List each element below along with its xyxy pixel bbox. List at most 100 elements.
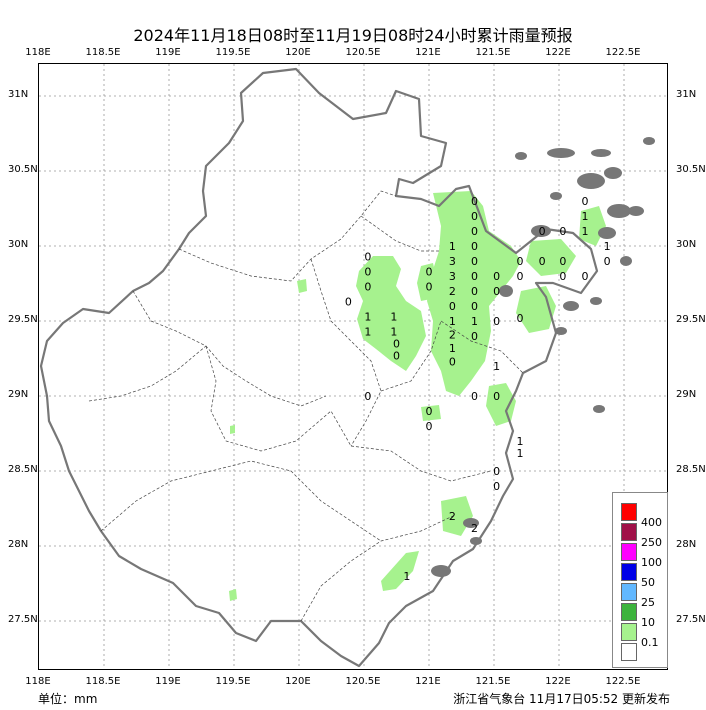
latitude-label: 28N (676, 539, 697, 550)
island (563, 301, 579, 311)
legend-label: 100 (641, 556, 662, 569)
station-value: 1 (582, 225, 589, 238)
station-value: 0 (471, 195, 478, 208)
island (577, 173, 605, 189)
longitude-label: 122E (545, 676, 571, 687)
rain-area (230, 425, 235, 434)
station-value: 0 (517, 270, 524, 283)
legend-swatch (621, 583, 637, 601)
island (628, 206, 644, 216)
station-value: 2 (449, 510, 456, 523)
station-value: 0 (471, 390, 478, 403)
station-value: 0 (364, 266, 371, 279)
station-value: 0 (539, 225, 546, 238)
county-boundary (350, 445, 492, 482)
legend-swatch (621, 543, 637, 561)
station-value: 0 (449, 300, 456, 313)
latitude-label: 30.5N (8, 164, 38, 175)
station-value: 0 (345, 296, 352, 309)
station-value: 1 (390, 326, 397, 339)
station-value: 0 (493, 465, 500, 478)
legend-label: 400 (641, 516, 662, 529)
legend-label: 10 (641, 616, 655, 629)
station-value: 0 (364, 390, 371, 403)
island (555, 327, 567, 335)
station-value: 0 (393, 338, 400, 351)
rain-area (427, 191, 521, 396)
latitude-label: 28.5N (8, 464, 38, 475)
latitude-label: 31N (8, 89, 29, 100)
county-boundary (132, 290, 327, 407)
legend-label: 25 (641, 596, 655, 609)
longitude-label: 120E (285, 47, 311, 58)
county-boundary (205, 345, 352, 452)
credit-label: 浙江省气象台 11月17日05:52 更新发布 (453, 692, 670, 706)
longitude-label: 122E (545, 47, 571, 58)
island (607, 204, 631, 218)
longitude-label: 120.5E (345, 47, 381, 58)
station-value: 3 (449, 270, 456, 283)
island (431, 565, 451, 577)
county-boundary (100, 460, 382, 542)
station-value: 0 (471, 240, 478, 253)
station-value: 0 (449, 356, 456, 369)
rain-area (417, 263, 437, 301)
county-boundary (440, 320, 524, 374)
longitude-label: 120.5E (345, 676, 381, 687)
station-value: 3 (449, 255, 456, 268)
legend-label: 50 (641, 576, 655, 589)
longitude-label: 121E (415, 676, 441, 687)
longitude-label: 118.5E (85, 47, 121, 58)
longitude-label: 122.5E (605, 676, 641, 687)
longitude-label: 118E (25, 676, 51, 687)
island (598, 227, 616, 239)
station-value: 0 (559, 270, 566, 283)
rainfall-map: 0000111100000133201210000000001000000000… (39, 64, 667, 669)
station-value: 0 (364, 251, 371, 264)
longitude-label: 121.5E (475, 47, 511, 58)
station-value: 0 (539, 255, 546, 268)
island (531, 225, 551, 237)
island (593, 405, 605, 413)
map-title: 2024年11月18日08时至11月19日08时24小时累计雨量预报 (133, 26, 573, 45)
latitude-label: 29.5N (676, 314, 706, 325)
county-boundary (310, 258, 382, 447)
station-value: 0 (471, 285, 478, 298)
island (463, 518, 479, 528)
island (547, 148, 575, 158)
longitude-label: 119E (155, 676, 181, 687)
station-value: 0 (471, 270, 478, 283)
station-value: 1 (471, 315, 478, 328)
latitude-label: 31N (676, 89, 697, 100)
rain-area (486, 383, 516, 426)
island (643, 137, 655, 145)
boundaries (39, 67, 655, 668)
station-value: 1 (604, 240, 611, 253)
station-value: 2 (449, 285, 456, 298)
station-value: 0 (493, 270, 500, 283)
station-value: 0 (493, 480, 500, 493)
longitude-label: 122.5E (605, 47, 641, 58)
longitude-label: 118.5E (85, 676, 121, 687)
latitude-label: 28N (8, 539, 29, 550)
station-value: 0 (493, 390, 500, 403)
rain-area (297, 279, 307, 293)
station-value: 2 (471, 522, 478, 535)
station-value: 2 (449, 329, 456, 342)
station-value: 1 (403, 570, 410, 583)
station-value: 0 (426, 405, 433, 418)
station-value: 0 (426, 266, 433, 279)
island (470, 537, 482, 545)
station-value: 0 (393, 350, 400, 363)
island (590, 297, 602, 305)
station-value: 0 (471, 255, 478, 268)
county-boundary (300, 515, 454, 622)
rain-area (356, 256, 426, 371)
station-value: 0 (471, 210, 478, 223)
longitude-label: 121.5E (475, 676, 511, 687)
station-value: 0 (604, 255, 611, 268)
latitude-label: 29.5N (8, 314, 38, 325)
station-value: 1 (449, 315, 456, 328)
longitude-label: 121E (415, 47, 441, 58)
